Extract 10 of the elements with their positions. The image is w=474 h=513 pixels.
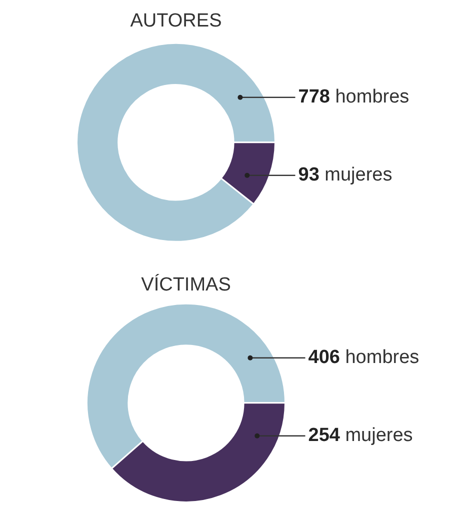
slice-label: hombres bbox=[345, 347, 420, 368]
slice-label: mujeres bbox=[324, 164, 392, 186]
chart-title: VÍCTIMAS bbox=[141, 274, 231, 296]
slice-label: hombres bbox=[335, 86, 410, 108]
data-label: 406 bbox=[308, 347, 340, 368]
data-label: 93 bbox=[298, 164, 320, 186]
chart-title: AUTORES bbox=[130, 10, 222, 32]
data-label: 778 bbox=[298, 86, 330, 108]
slice-label: mujeres bbox=[345, 425, 413, 446]
data-label: 254 bbox=[308, 425, 340, 446]
